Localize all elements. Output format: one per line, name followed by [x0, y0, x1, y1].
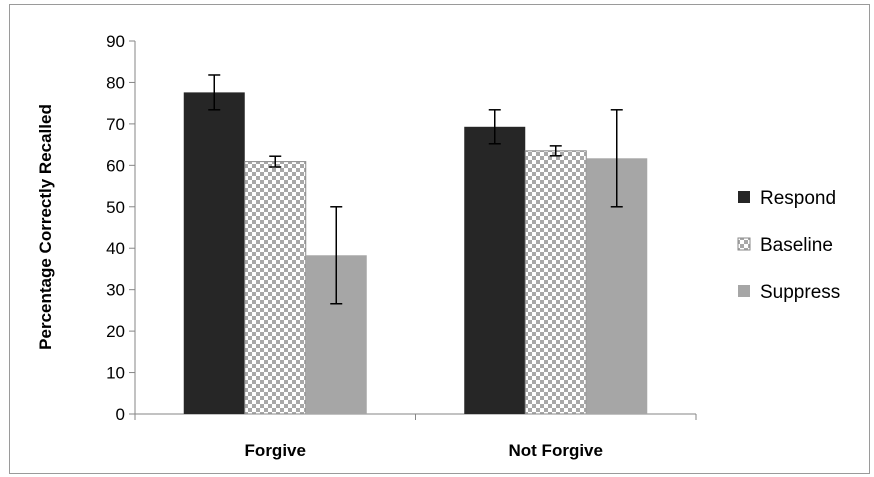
y-tick-label: 70: [106, 115, 125, 134]
y-tick-label: 0: [116, 405, 125, 424]
legend-label: Suppress: [760, 282, 840, 303]
x-axis: Forgive Not Forgive: [134, 413, 697, 460]
bars: [183, 92, 648, 415]
bar: [524, 150, 587, 415]
x-category-label: Not Forgive: [509, 441, 603, 460]
y-axis-title: Percentage Correctly Recalled: [36, 104, 55, 350]
error-bars: [208, 74, 623, 305]
legend-swatch: [738, 285, 750, 297]
y-tick-label: 20: [106, 322, 125, 341]
y-tick-label: 10: [106, 364, 125, 383]
y-tick-label: 90: [106, 32, 125, 51]
bar: [183, 92, 245, 414]
y-tick-label: 60: [106, 156, 125, 175]
legend-swatch: [737, 237, 751, 251]
y-axis: 0 10 20 30 40 50 60 70 80 90: [106, 32, 136, 424]
bar: [244, 161, 307, 415]
x-category-label: Forgive: [245, 441, 306, 460]
chart-frame: [9, 4, 870, 474]
y-tick-label: 40: [106, 239, 125, 258]
y-tick-label: 80: [106, 73, 125, 92]
legend-label: Baseline: [760, 235, 833, 256]
bar: [464, 126, 526, 414]
y-tick-label: 30: [106, 281, 125, 300]
legend-label: Respond: [760, 188, 836, 209]
legend-swatch: [738, 191, 750, 203]
y-tick-label: 50: [106, 198, 125, 217]
legend: Respond Baseline Suppress: [737, 188, 840, 303]
